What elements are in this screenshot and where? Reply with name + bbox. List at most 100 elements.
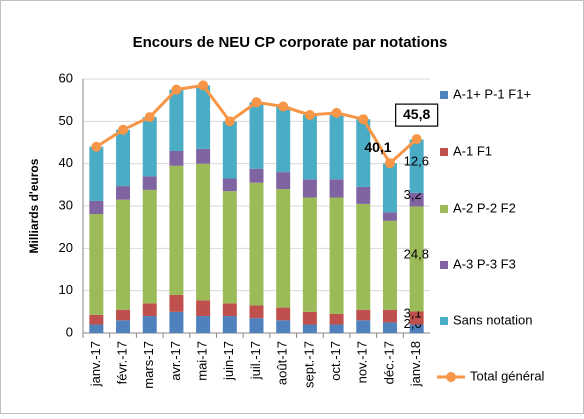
- bar-segment: [249, 168, 264, 183]
- total-marker: [118, 124, 129, 135]
- bar-segment: [356, 203, 371, 310]
- bar-segment: [196, 316, 211, 333]
- bar-segment: [356, 309, 371, 321]
- bar-segment: [169, 294, 184, 312]
- data-label-box: [395, 103, 439, 127]
- bar-segment: [249, 102, 264, 169]
- total-marker: [358, 114, 369, 125]
- bar-segment: [142, 117, 157, 177]
- bar-segment: [196, 163, 211, 301]
- x-tick-label: déc.-17: [381, 341, 396, 384]
- bar-segment: [276, 320, 291, 333]
- bar-segment: [196, 85, 211, 149]
- legend-label: A-1 F1: [453, 143, 492, 158]
- bar-segment: [302, 311, 317, 325]
- bar-segment: [382, 309, 397, 323]
- bar-segment: [89, 200, 104, 215]
- bar-segment: [382, 220, 397, 310]
- bar-segment: [142, 189, 157, 304]
- x-tick-label: sept.-17: [301, 341, 316, 388]
- x-tick-label: mai-17: [195, 341, 210, 381]
- legend-label: Total général: [470, 368, 545, 383]
- legend-label: A-3 P-3 F3: [453, 256, 516, 271]
- legend-swatch: [440, 91, 448, 99]
- bar-segment: [116, 199, 131, 310]
- x-tick-label: janv.-17: [88, 341, 103, 387]
- y-tick-label: 60: [59, 70, 73, 85]
- total-marker: [384, 158, 395, 169]
- total-marker: [304, 109, 315, 120]
- chart-title: Encours de NEU CP corporate par notation…: [133, 34, 448, 51]
- legend-swatch: [440, 205, 448, 213]
- legend-label: A-1+ P-1 F1+: [453, 86, 531, 101]
- bar-segment: [249, 305, 264, 319]
- total-marker: [224, 116, 235, 127]
- bar-segment: [169, 165, 184, 295]
- bar-segment: [142, 176, 157, 190]
- bar-segment: [409, 206, 424, 312]
- total-marker: [251, 97, 262, 108]
- total-marker: [411, 134, 422, 145]
- bar-segment: [249, 318, 264, 333]
- bar-segment: [329, 179, 344, 198]
- bar-segment: [89, 324, 104, 333]
- bar-segment: [222, 316, 237, 333]
- bar-segment: [329, 313, 344, 325]
- bar-segment: [382, 212, 397, 221]
- bar-segment: [409, 311, 424, 325]
- x-tick-label: avr.-17: [168, 341, 183, 381]
- bar-segment: [249, 182, 264, 306]
- total-marker: [198, 80, 209, 91]
- bar-segment: [356, 186, 371, 204]
- bar-segment: [116, 186, 131, 200]
- bar-segment: [222, 178, 237, 192]
- bar-segment: [329, 197, 344, 314]
- data-label: 12,6: [404, 154, 429, 169]
- y-axis-label: Milliards d'euros: [27, 158, 41, 253]
- bar-segment: [222, 121, 237, 179]
- total-marker: [91, 141, 102, 152]
- total-marker: [278, 101, 289, 112]
- bar-segment: [329, 112, 344, 180]
- bar-segment: [89, 314, 104, 325]
- x-tick-label: oct.-17: [328, 341, 343, 381]
- x-tick-label: juin-17: [221, 341, 236, 381]
- y-tick-label: 50: [59, 113, 73, 128]
- bar-segment: [382, 322, 397, 333]
- bar-segment: [116, 320, 131, 333]
- x-tick-label: juil.-17: [248, 341, 263, 380]
- legend-swatch: [440, 261, 448, 269]
- y-tick-label: 40: [59, 155, 73, 170]
- bar-segment: [409, 139, 424, 193]
- legend-marker: [446, 372, 456, 382]
- x-tick-label: févr.-17: [114, 341, 129, 384]
- bar-segment: [196, 148, 211, 164]
- total-marker: [171, 84, 182, 95]
- legend-swatch: [440, 148, 448, 156]
- bar-segment: [116, 129, 131, 187]
- y-tick-label: 10: [59, 282, 73, 297]
- bar-segment: [169, 150, 184, 166]
- bar-segment: [356, 320, 371, 333]
- y-tick-label: 0: [66, 324, 73, 339]
- bar-segment: [409, 324, 424, 333]
- x-tick-label: août-17: [275, 341, 290, 385]
- total-marker: [331, 107, 342, 118]
- data-label: 40,1: [364, 139, 391, 155]
- legend-swatch: [440, 317, 448, 325]
- y-tick-label: 30: [59, 197, 73, 212]
- bar-segment: [356, 119, 371, 187]
- bar-segment: [302, 324, 317, 333]
- bar-segment: [222, 303, 237, 317]
- bar-segment: [222, 191, 237, 304]
- bar-segment: [276, 307, 291, 321]
- bar-segment: [89, 146, 104, 201]
- bar-segment: [276, 172, 291, 190]
- y-tick-label: 20: [59, 240, 73, 255]
- x-tick-label: janv.-18: [408, 341, 423, 387]
- bar-segment: [196, 300, 211, 317]
- bar-segment: [116, 309, 131, 321]
- bar-segment: [89, 214, 104, 315]
- bar-segment: [329, 324, 344, 333]
